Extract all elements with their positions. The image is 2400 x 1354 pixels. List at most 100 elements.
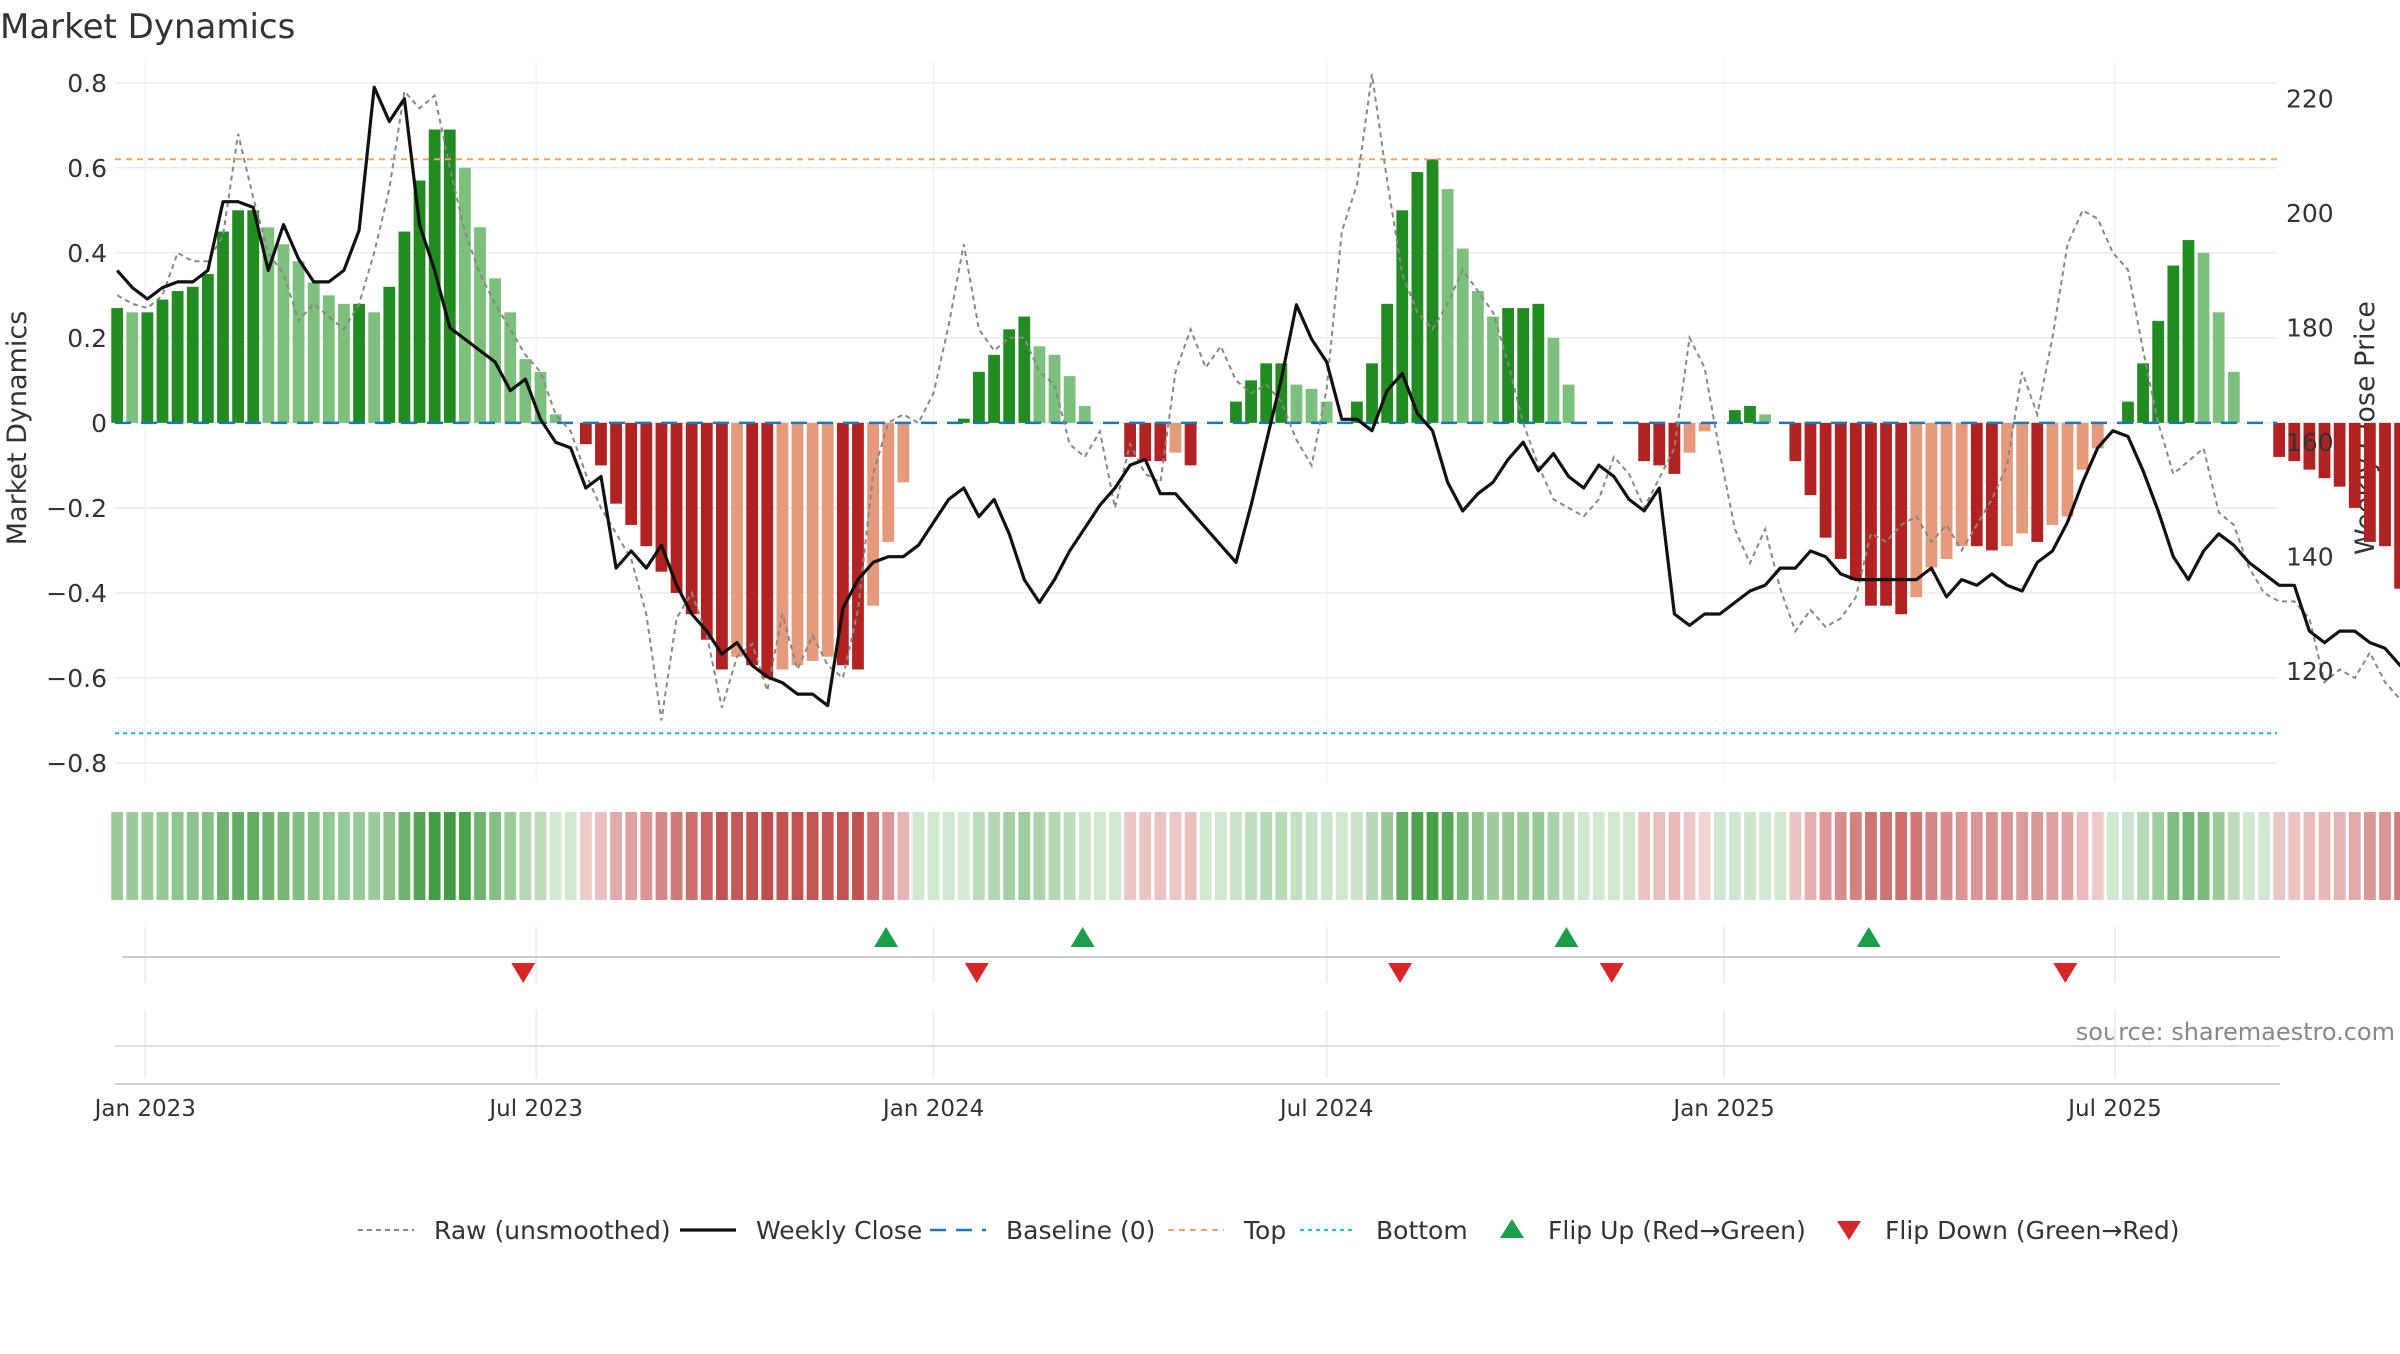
dynamics-bar [2152, 320, 2165, 423]
heat-cell [1834, 812, 1847, 900]
heat-cell [1093, 812, 1106, 900]
flip-markers-panel [115, 927, 2280, 1085]
dynamics-bar [1487, 316, 1499, 423]
flip-down-marker [2053, 963, 2078, 983]
heat-cell [292, 812, 305, 900]
heat-cell [1109, 812, 1121, 900]
dynamics-bar [2076, 422, 2089, 470]
heat-cell [1502, 812, 1514, 900]
heat-cell [700, 812, 713, 900]
heat-cell [232, 812, 245, 900]
dynamics-bar [1366, 363, 1378, 423]
dynamics-bar [867, 422, 880, 606]
heat-cell [1562, 812, 1575, 900]
heat-cell [1124, 812, 1137, 900]
y2-tick-label: 160 [2286, 428, 2334, 457]
heat-cell [1668, 812, 1681, 900]
heat-cell [2001, 812, 2013, 900]
y2-tick-label: 200 [2286, 199, 2334, 228]
dynamics-bar [353, 303, 365, 423]
dynamics-bar [1381, 303, 1394, 423]
legend-label: Bottom [1376, 1216, 1468, 1245]
dynamics-bar [1003, 329, 1016, 423]
y-tick-label: −0.6 [46, 664, 107, 693]
y-tick-label: −0.8 [46, 749, 107, 778]
dynamics-bar [338, 303, 350, 423]
x-tick-label: Jan 2024 [881, 1096, 984, 1122]
dynamics-bar [1139, 422, 1152, 462]
dynamics-bar [716, 422, 728, 670]
heat-cell [1078, 812, 1091, 900]
dynamics-bar [2303, 422, 2316, 470]
dynamics-bar [1819, 422, 1832, 538]
heat-cell [1154, 812, 1167, 900]
dynamics-bar [2061, 422, 2074, 517]
dynamics-bar [1033, 346, 1046, 423]
heat-cell [504, 812, 517, 900]
legend-item: Weekly Close [680, 1216, 922, 1245]
heat-cell [383, 812, 396, 900]
dynamics-bar [2348, 422, 2361, 508]
heat-cell [2031, 812, 2044, 900]
heat-cell [610, 812, 622, 900]
heat-cell [126, 812, 139, 900]
dynamics-bar [2379, 422, 2391, 547]
heat-cell [1245, 812, 1257, 900]
heat-cell [2167, 812, 2180, 900]
heat-cell [201, 812, 214, 900]
heat-cell [1910, 812, 1923, 900]
heat-cell [2046, 812, 2059, 900]
dynamics-bar [1426, 159, 1439, 423]
dynamics-bar [277, 244, 290, 423]
heat-cell [927, 812, 940, 900]
heat-cell [474, 812, 486, 900]
dynamics-bar [383, 286, 396, 423]
dynamics-bar [307, 282, 320, 423]
x-tick-label: Jan 2025 [1671, 1096, 1774, 1122]
dynamics-bar [988, 354, 1000, 423]
lines-layer [115, 74, 2400, 735]
dynamics-bar [534, 371, 547, 423]
dynamics-bar [2363, 422, 2376, 542]
dynamics-bar [111, 308, 124, 423]
heat-cell [2227, 812, 2240, 900]
legend-item: Top [1168, 1216, 1286, 1245]
heat-cell [156, 812, 169, 900]
dynamics-bar [2288, 422, 2301, 462]
dynamics-bar [1925, 422, 1938, 568]
heat-cell [1532, 812, 1545, 900]
dynamics-bar [232, 210, 245, 423]
heat-cell [1048, 812, 1061, 900]
heat-cell [957, 812, 970, 900]
heat-cell [2303, 812, 2316, 900]
dynamics-bar [1396, 210, 1409, 423]
dynamics-bar [2091, 422, 2104, 449]
bars-layer [111, 129, 2400, 678]
heat-cell [338, 812, 350, 900]
heat-cell [1411, 812, 1424, 900]
heat-cell [1865, 812, 1877, 900]
heat-cell [988, 812, 1000, 900]
heat-cell [867, 812, 880, 900]
heat-cell [353, 812, 365, 900]
heat-cell [2318, 812, 2331, 900]
heat-cell [1744, 812, 1756, 900]
heat-cell [731, 812, 743, 900]
heat-cell [897, 812, 910, 900]
dynamics-bar [1078, 405, 1091, 423]
heat-cell [1986, 812, 1998, 900]
heat-cell [2379, 812, 2391, 900]
dynamics-bar [685, 422, 698, 615]
dynamics-bar [413, 180, 426, 423]
heat-cell [1260, 812, 1273, 900]
heat-cell [670, 812, 683, 900]
heat-strip [111, 812, 2400, 900]
heat-cell [1925, 812, 1938, 900]
dynamics-bar [171, 291, 184, 423]
heat-cell [1653, 812, 1666, 900]
heat-cell [2212, 812, 2225, 900]
heat-cell [2016, 812, 2029, 900]
heat-cell [1139, 812, 1152, 900]
heat-cell [2258, 812, 2270, 900]
